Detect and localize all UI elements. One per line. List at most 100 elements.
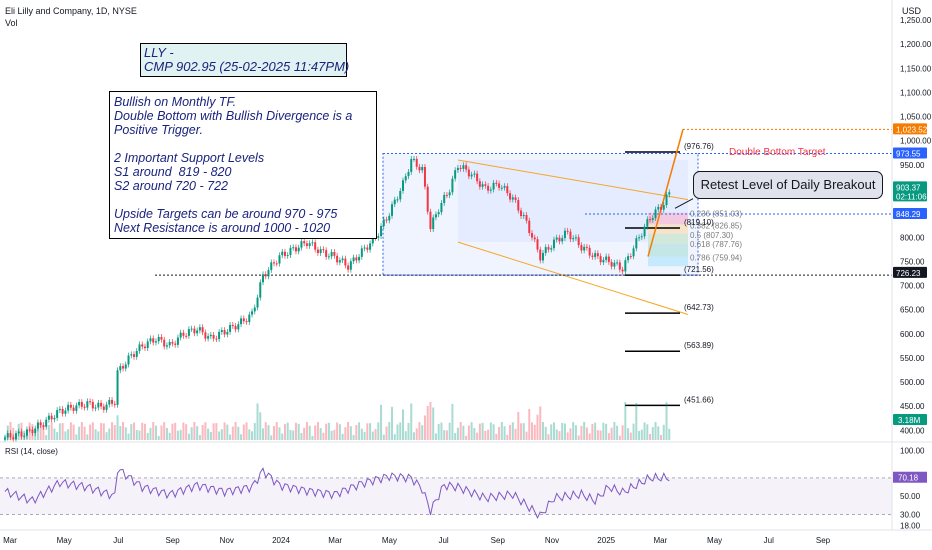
candle-body [544,247,547,253]
volume-bar [209,432,212,440]
projection-level-label: (563.89) [684,341,714,350]
time-tick-label: Jul [113,536,123,545]
candle-body [234,326,237,330]
candle-body [91,401,94,409]
candle-body [610,261,613,267]
volume-bar [654,422,657,440]
volume-bar [223,422,226,440]
volume-bar [404,431,407,440]
candle-body [385,219,388,221]
candle-body [97,402,100,408]
candle-body [520,210,523,217]
candle-body [577,237,580,246]
price-tag-box [893,123,927,135]
candle-body [412,158,415,160]
volume-bar [176,430,179,440]
candle-body [259,282,262,298]
volume-bar [34,433,37,440]
volume-bar [108,428,111,440]
volume-bar [240,434,243,440]
candle-body [495,182,498,184]
volume-bar [165,427,168,440]
price-tick-label: 1,000.00 [900,137,932,146]
volume-bar [651,427,654,440]
candle-body [190,328,193,330]
cmp-note-box[interactable]: LLY - CMP 902.95 (25-02-2025 11:47PM) [140,43,349,77]
candle-body [130,354,133,356]
volume-bar [267,425,270,440]
candle-body [646,219,649,227]
volume-bar [511,422,514,440]
candle-body [311,242,314,244]
volume-bar [558,431,561,440]
candle-body [176,337,179,345]
volume-bar [528,409,531,440]
candle-body [322,249,325,251]
volume-bar [94,429,97,440]
double-bottom-label: Double Bottom Target [729,147,826,158]
candle-body [624,260,627,272]
candle-body [547,247,550,250]
symbol-title: Eli Lilly and Company, 1D, NYSE [5,6,137,16]
volume-bar [467,425,470,440]
candle-body [410,159,413,172]
volume-bar [141,422,144,440]
projection-level-label: (819.10) [684,218,714,227]
fib-level-label: 0.236 (851.03) [690,210,742,219]
candle-body [358,256,361,261]
candle-body [264,274,267,277]
volume-bar [574,425,577,440]
price-tick-label: 600.00 [900,330,925,339]
candle-body [75,405,78,411]
volume-bar [182,422,185,440]
volume-bar [61,423,64,440]
volume-bar [410,403,413,440]
candle-body [574,237,577,239]
volume-bar [594,422,597,440]
projection-level-label: (721.56) [684,265,714,274]
price-tag-label: 848.29 [896,210,921,219]
candle-body [163,339,166,347]
candle-body [621,269,624,272]
candle-body [445,194,448,196]
analysis-note-box[interactable]: Bullish on Monthly TF. Double Bottom wit… [109,91,377,239]
candle-body [100,402,103,407]
volume-bar [168,432,171,440]
price-tick-label: 1,250.00 [900,16,932,25]
volume-bar [380,404,383,440]
candle-body [207,336,210,339]
candle-body [525,215,528,221]
candle-body [25,429,28,436]
candle-body [341,258,344,261]
rsi-tick-label: 30.00 [900,510,921,519]
volume-bar [245,422,248,440]
volume-bar [36,427,39,440]
volume-bar [314,425,317,440]
volume-bar [31,424,34,440]
volume-bar [319,428,322,440]
volume-bar [555,429,558,440]
volume-bar [544,426,547,440]
candle-body [133,354,136,357]
volume-bar [14,432,17,440]
price-tick-label: 450.00 [900,402,925,411]
volume-bar [506,434,509,440]
volume-bar [454,433,457,440]
retest-callout[interactable]: Retest Level of Daily Breakout [693,171,883,199]
volume-bar [259,412,262,440]
volume-bar [618,435,621,440]
candle-body [119,366,122,371]
volume-bar [113,425,116,440]
candle-body [558,237,561,242]
candle-body [506,186,509,194]
volume-bar [9,422,12,440]
candle-body [333,251,336,256]
volume-bar [616,425,619,440]
currency-label: USD [902,6,922,16]
volume-bar [292,430,295,440]
candle-body [113,403,116,405]
volume-bar [465,435,468,440]
candle-body [237,324,240,330]
volume-bar [660,434,663,440]
